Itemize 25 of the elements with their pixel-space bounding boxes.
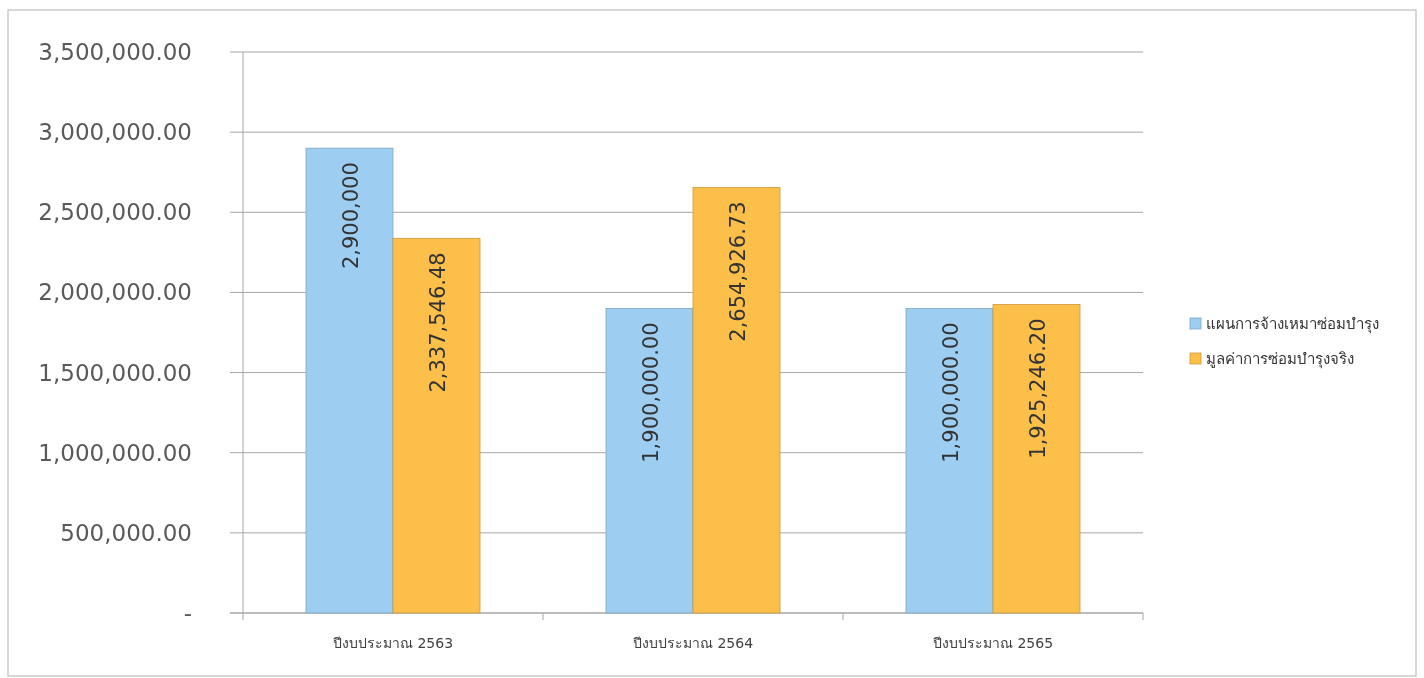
data-label: 1,900,000.00 bbox=[938, 322, 963, 463]
bar bbox=[692, 187, 781, 614]
y-tick-label: 2,000,000.00 bbox=[38, 279, 192, 306]
x-tick-label: ปีงบประมาณ 2565 bbox=[932, 635, 1054, 651]
data-label: 2,337,546.48 bbox=[425, 252, 450, 393]
bar bbox=[905, 308, 994, 614]
y-tick-label: 3,000,000.00 bbox=[38, 119, 192, 146]
data-label: 1,925,246.20 bbox=[1025, 318, 1050, 459]
x-tick-label: ปีงบประมาณ 2563 bbox=[332, 635, 454, 651]
data-label: 1,900,000.00 bbox=[638, 322, 663, 463]
y-tick-label: 2,500,000.00 bbox=[38, 199, 192, 226]
y-tick-label: 500,000.00 bbox=[60, 519, 192, 546]
bar bbox=[605, 308, 694, 614]
legend-label: มูลค่าการซ่อมบำรุงจริง bbox=[1206, 350, 1354, 370]
bar bbox=[992, 304, 1081, 614]
bar bbox=[305, 147, 394, 614]
data-label: 2,900,000 bbox=[338, 162, 363, 270]
y-tick-label: 3,500,000.00 bbox=[38, 39, 192, 66]
x-tick-label: ปีงบประมาณ 2564 bbox=[632, 635, 754, 651]
data-label: 2,654,926.73 bbox=[725, 201, 750, 342]
y-tick-label: 1,000,000.00 bbox=[38, 439, 192, 466]
legend-label: แผนการจ้างเหมาซ่อมบำรุง bbox=[1206, 315, 1379, 335]
y-tick-label: 1,500,000.00 bbox=[38, 359, 192, 386]
bar bbox=[392, 237, 481, 614]
y-tick-label: - bbox=[183, 600, 192, 627]
